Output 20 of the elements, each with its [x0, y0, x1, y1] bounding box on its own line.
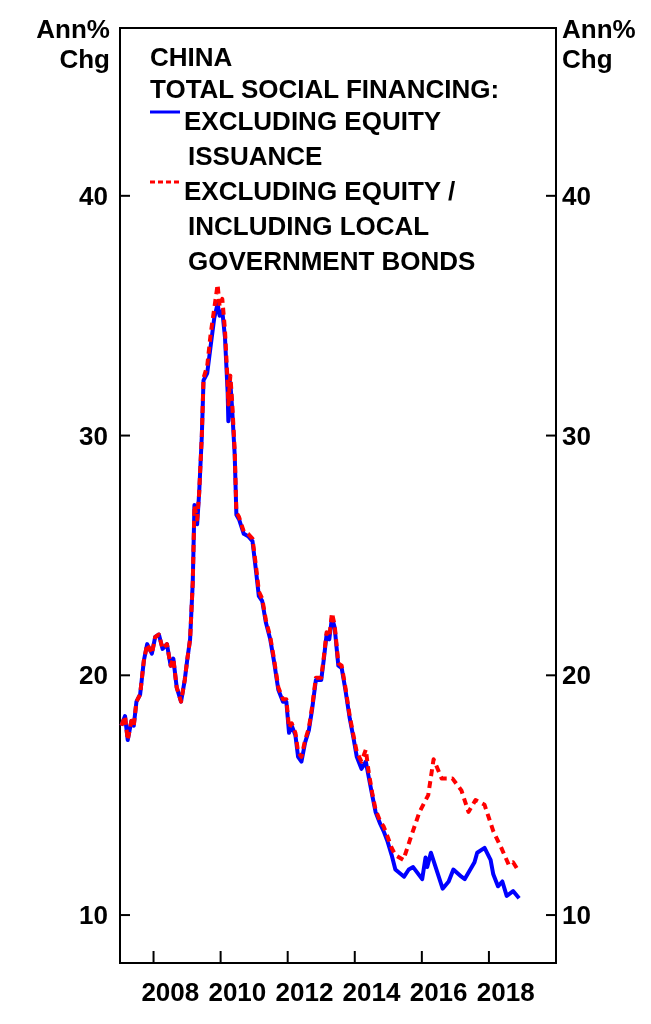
x-tick-label: 2010	[208, 977, 267, 1007]
text: TOTAL SOCIAL FINANCING:	[150, 74, 500, 104]
x-tick-label: 2014	[342, 977, 401, 1007]
y2-tick-label: 20	[562, 660, 591, 691]
legend-label: EXCLUDING EQUITY ISSUANCE	[184, 106, 442, 171]
y-tick-label: 10	[79, 900, 108, 931]
y-tick-label: 20	[79, 660, 108, 691]
y2-axis-title: Ann% Chg	[562, 14, 636, 74]
y2-tick-label: 30	[562, 420, 591, 451]
x-tick-label: 2008	[141, 977, 200, 1007]
text: CHINA	[150, 42, 233, 72]
y-axis-title: Ann% Chg	[36, 14, 110, 74]
y2-tick-label: 40	[562, 180, 591, 211]
x-tick-label: 2018	[476, 977, 535, 1007]
legend-label: EXCLUDING EQUITY / INCLUDING LOCAL GOVERNMENT BONDS	[184, 176, 476, 276]
y-tick-label: 30	[79, 420, 108, 451]
y2-tick-label: 10	[562, 900, 591, 931]
x-tick-label: 2016	[409, 977, 468, 1007]
x-tick-label: 2012	[275, 977, 334, 1007]
y-tick-label: 40	[79, 180, 108, 211]
